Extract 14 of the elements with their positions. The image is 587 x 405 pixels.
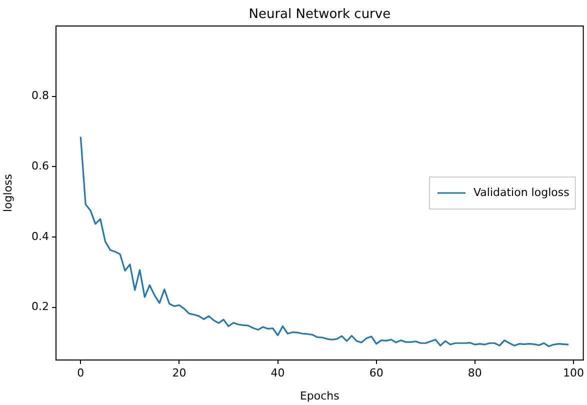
x-tick-label: 40	[270, 366, 285, 380]
x-tick-label: 0	[77, 366, 84, 380]
y-tick-label: 0.6	[32, 159, 49, 172]
x-tick-label: 80	[468, 366, 482, 380]
x-tick-label: 100	[562, 366, 584, 380]
x-axis-title: Epochs	[300, 389, 340, 402]
y-tick-label: 0.8	[32, 89, 49, 102]
x-tick-label: 20	[172, 366, 186, 380]
y-tick-label: 0.4	[32, 230, 49, 243]
x-tick-label: 60	[369, 366, 384, 380]
chart-title: Neural Network curve	[248, 6, 391, 22]
y-tick-label: 0.2	[32, 300, 49, 314]
legend-label: Validation logloss	[473, 186, 570, 199]
y-axis-title: logloss	[1, 174, 14, 212]
